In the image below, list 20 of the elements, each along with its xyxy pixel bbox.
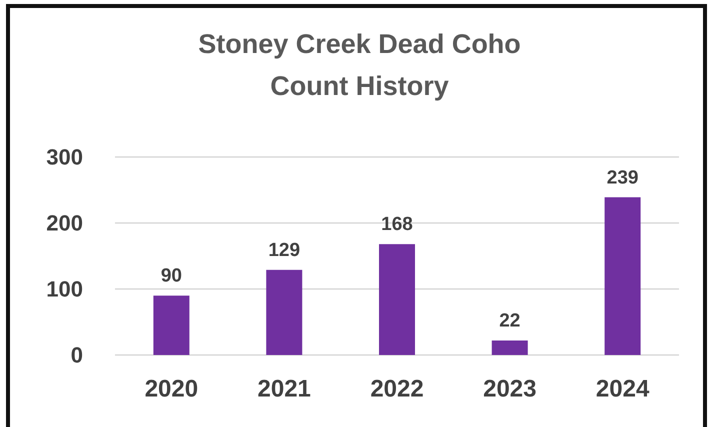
bar (266, 270, 302, 355)
data-label: 90 (160, 266, 182, 287)
bar (604, 197, 641, 355)
y-tick-label: 0 (70, 342, 83, 368)
y-tick-label: 300 (46, 144, 83, 170)
data-label: 129 (268, 240, 300, 261)
y-tick-label: 100 (46, 276, 83, 302)
chart-title: Stoney Creek Dead Coho Count History (198, 29, 521, 101)
data-label: 22 (499, 310, 520, 332)
bar (153, 296, 190, 355)
x-tick-label: 2024 (596, 376, 650, 402)
x-tick-label: 2021 (258, 376, 311, 402)
data-label: 239 (606, 167, 638, 188)
bar (379, 244, 415, 355)
y-tick-label: 200 (46, 210, 83, 236)
x-tick-label: 2022 (370, 376, 424, 402)
data-label: 168 (381, 214, 413, 236)
x-tick-label: 2023 (483, 376, 536, 402)
bar (492, 340, 528, 355)
x-tick-label: 2020 (144, 376, 198, 402)
